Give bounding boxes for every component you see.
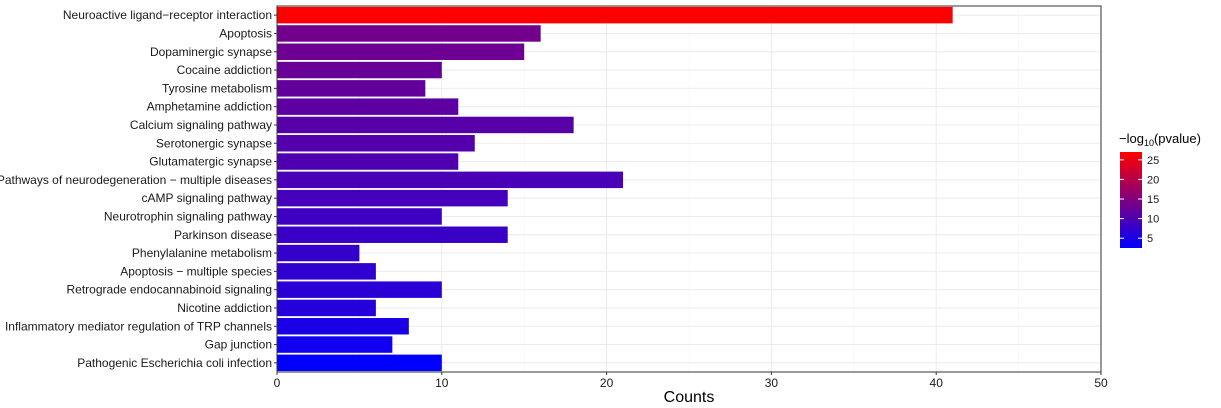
x-tick-label: 0 — [274, 376, 281, 390]
category-label: Dopaminergic synapse — [150, 45, 272, 59]
bar — [277, 263, 376, 280]
category-label: Calcium signaling pathway — [130, 118, 272, 132]
legend-tick-label: 10 — [1147, 214, 1159, 226]
x-tick-label: 20 — [600, 376, 614, 390]
bar — [277, 116, 574, 134]
x-axis-ticks: 0 10 20 30 40 50 — [274, 372, 1108, 390]
legend-ticks: 5 10 15 20 25 — [1120, 155, 1159, 245]
category-label: Retrograde endocannabinoid signaling — [67, 283, 273, 297]
bar — [277, 43, 525, 60]
bar — [277, 299, 376, 317]
x-tick-label: 50 — [1094, 376, 1108, 390]
category-label: Apoptosis − multiple species — [120, 264, 272, 278]
category-label: Cocaine addiction — [177, 63, 272, 77]
plot-border — [276, 5, 1102, 373]
category-label: Pathways of neurodegeneration − multiple… — [0, 173, 272, 187]
legend-tick-label: 20 — [1147, 174, 1159, 186]
category-label: Glutamatergic synapse — [149, 155, 272, 169]
category-label: Neurotrophin signaling pathway — [104, 209, 272, 223]
legend-tick-label: 15 — [1147, 194, 1159, 206]
category-label: Inflammatory mediator regulation of TRP … — [5, 319, 272, 333]
bar — [277, 318, 409, 335]
bar — [277, 281, 442, 298]
category-label: Tyrosine metabolism — [162, 81, 272, 95]
legend-colorbar — [1120, 152, 1142, 248]
bar — [277, 189, 508, 207]
category-label: Parkinson disease — [174, 228, 272, 242]
bar — [277, 336, 393, 353]
x-axis-title: Counts — [664, 389, 715, 406]
bar — [277, 171, 624, 189]
bar — [277, 6, 953, 24]
bar — [277, 80, 426, 97]
bar — [277, 61, 442, 79]
x-tick-label: 40 — [930, 376, 944, 390]
bar — [277, 98, 459, 115]
color-legend: −log10(pvalue) 5 10 15 20 25 — [1119, 131, 1201, 248]
legend-tick-label: 25 — [1147, 155, 1159, 167]
category-labels: Neuroactive ligand−receptor interaction A… — [0, 8, 277, 370]
bar — [277, 153, 459, 170]
category-label: Neuroactive ligand−receptor interaction — [63, 8, 272, 22]
x-tick-label: 10 — [435, 376, 449, 390]
legend-title: −log10(pvalue) — [1119, 131, 1201, 148]
bar — [277, 244, 360, 262]
bar — [277, 135, 475, 152]
category-label: Pathogenic Escherichia coli infection — [77, 356, 272, 370]
legend-tick-label: 5 — [1147, 233, 1153, 245]
category-label: Apoptosis — [219, 26, 272, 40]
bar — [277, 354, 442, 372]
bar — [277, 25, 541, 42]
category-label: Serotonergic synapse — [156, 136, 272, 150]
bar — [277, 208, 442, 225]
category-label: Amphetamine addiction — [147, 100, 272, 114]
x-tick-label: 30 — [765, 376, 779, 390]
bar — [277, 226, 508, 243]
category-label: cAMP signaling pathway — [141, 191, 272, 205]
category-label: Phenylalanine metabolism — [132, 246, 272, 260]
bars — [277, 6, 953, 372]
category-label: Gap junction — [205, 338, 272, 352]
category-label: Nicotine addiction — [177, 301, 272, 315]
